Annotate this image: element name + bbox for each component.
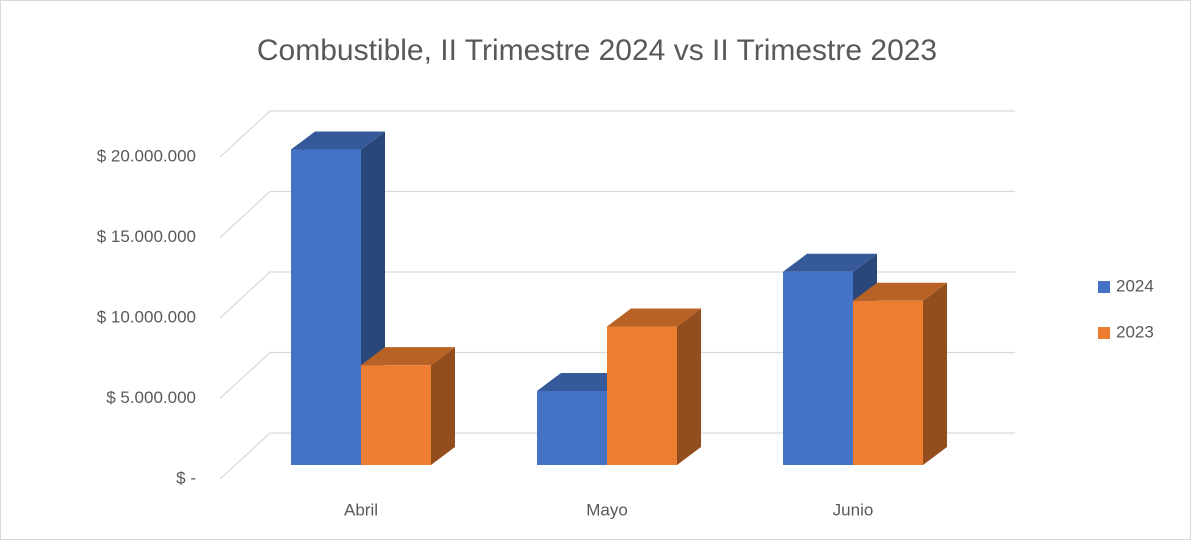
bar (783, 271, 853, 465)
bar (537, 390, 607, 465)
bar-top (361, 347, 455, 366)
bar-top (783, 253, 877, 272)
x-tick-label: Junio (833, 500, 874, 519)
grid-line (219, 352, 271, 399)
grid-line (219, 432, 271, 480)
bar-top (853, 282, 947, 301)
y-tick-label: $ 15.000.000 (97, 227, 196, 246)
bar-side (677, 308, 701, 465)
bar (607, 326, 677, 465)
bar-side (431, 347, 455, 465)
x-tick-label: Mayo (586, 500, 628, 519)
grid-line (219, 271, 271, 319)
y-tick-label: $ - (176, 468, 196, 487)
grid-line (219, 110, 271, 158)
x-tick-label: Abril (344, 500, 378, 519)
bar-top (607, 308, 701, 327)
chart-title: Combustible, II Trimestre 2024 vs II Tri… (257, 34, 937, 67)
bar (853, 300, 923, 465)
legend-label: 2023 (1116, 322, 1154, 341)
bar (361, 365, 431, 465)
legend-swatch (1098, 327, 1110, 339)
y-tick-label: $ 10.000.000 (97, 307, 196, 326)
y-tick-label: $ 20.000.000 (97, 146, 196, 165)
bar (291, 149, 361, 465)
legend-swatch (1098, 281, 1110, 293)
bar-top (291, 131, 385, 150)
y-tick-label: $ 5.000.000 (106, 388, 196, 407)
legend-label: 2024 (1116, 276, 1154, 295)
grid-line (219, 191, 271, 238)
bar-side (923, 282, 947, 465)
